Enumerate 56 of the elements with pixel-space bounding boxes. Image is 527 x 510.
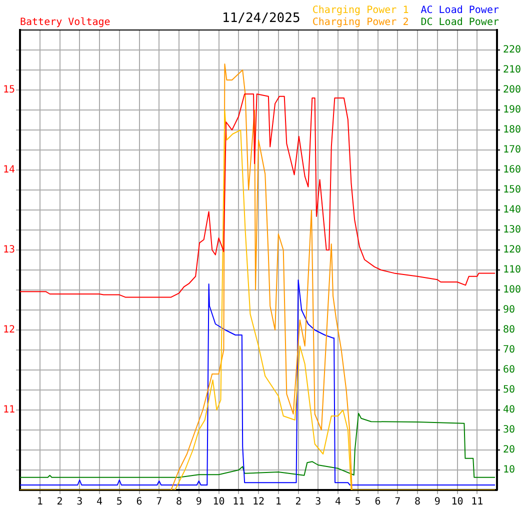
y2-tick-label: 50 (503, 384, 516, 396)
x-tick-label: 8 (414, 496, 421, 508)
y2-tick-label: 10 (503, 464, 516, 476)
x-tick-label: 5 (116, 496, 122, 508)
y2-tick-label: 200 (503, 84, 522, 96)
y2-tick-label: 220 (503, 44, 522, 56)
y2-tick-label: 90 (503, 304, 516, 316)
x-tick-label: 2 (295, 496, 302, 508)
y2-tick-label: 80 (503, 324, 516, 336)
x-tick-label: 11 (232, 496, 245, 508)
y-tick-label: 12 (2, 324, 15, 336)
y2-tick-label: 150 (503, 184, 522, 196)
x-tick-label: 9 (196, 496, 202, 508)
y2-tick-label: 70 (503, 344, 516, 356)
y2-tick-label: 130 (503, 224, 522, 236)
x-tick-label: 7 (156, 496, 162, 508)
x-tick-label: 3 (315, 496, 322, 508)
x-tick-label: 11 (471, 496, 484, 508)
y-tick-label: 13 (2, 244, 15, 256)
text: DC Load Power (420, 17, 499, 29)
x-tick-label: 4 (334, 496, 342, 508)
y-axis-title: Battery Voltage (20, 17, 110, 29)
text: Charging Power 1 (312, 5, 409, 17)
y2-tick-label: 40 (503, 404, 516, 416)
y2-tick-label: 170 (503, 144, 522, 156)
x-tick-label: 6 (136, 496, 142, 508)
y-tick-label: 15 (2, 84, 15, 96)
x-tick-label: 4 (96, 496, 103, 508)
text: AC Load Power (420, 5, 499, 17)
chart-title: 11/24/2025 (222, 11, 300, 26)
y2-tick-label: 160 (503, 164, 522, 176)
y2-tick-label: 210 (503, 64, 522, 76)
x-tick-label: 1 (275, 496, 282, 508)
x-tick-label: 2 (56, 496, 63, 508)
y2-tick-label: 20 (503, 444, 516, 456)
x-tick-label: 8 (176, 496, 182, 508)
x-tick-label: 12 (252, 496, 265, 508)
y2-tick-label: 140 (503, 204, 522, 216)
y2-tick-label: 100 (503, 284, 522, 296)
x-tick-label: 5 (354, 496, 361, 508)
y2-tick-label: 110 (503, 264, 522, 276)
text: Charging Power 2 (312, 17, 409, 29)
x-tick-label: 10 (451, 496, 464, 508)
x-tick-label: 6 (374, 496, 381, 508)
x-tick-label: 1 (36, 496, 43, 508)
y2-tick-label: 30 (503, 424, 516, 436)
x-tick-label: 9 (434, 496, 440, 508)
y2-tick-label: 60 (503, 364, 516, 376)
y2-tick-label: 120 (503, 244, 522, 256)
y-tick-label: 11 (2, 404, 15, 416)
y2-tick-label: 190 (503, 104, 522, 116)
x-tick-label: 10 (212, 496, 225, 508)
x-tick-label: 3 (76, 496, 83, 508)
y-tick-label: 14 (2, 164, 15, 176)
x-tick-label: 7 (394, 496, 401, 508)
y2-tick-label: 180 (503, 124, 522, 136)
